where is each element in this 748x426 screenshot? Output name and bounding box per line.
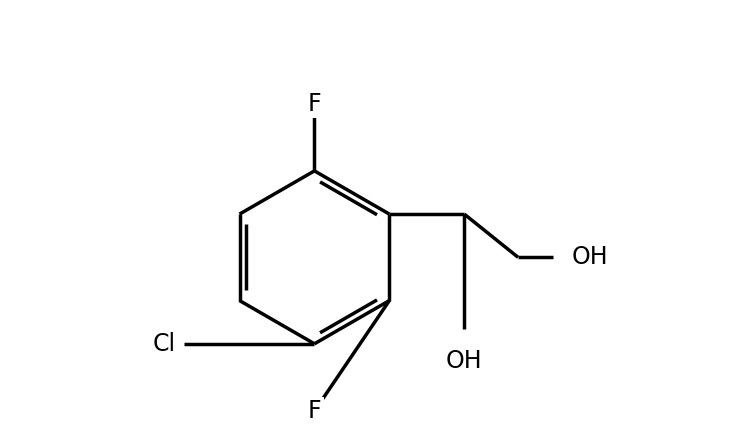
Text: F: F [307, 399, 321, 423]
Text: F: F [307, 92, 321, 115]
Text: Cl: Cl [153, 332, 176, 356]
Text: OH: OH [572, 245, 609, 269]
Text: OH: OH [446, 348, 482, 373]
